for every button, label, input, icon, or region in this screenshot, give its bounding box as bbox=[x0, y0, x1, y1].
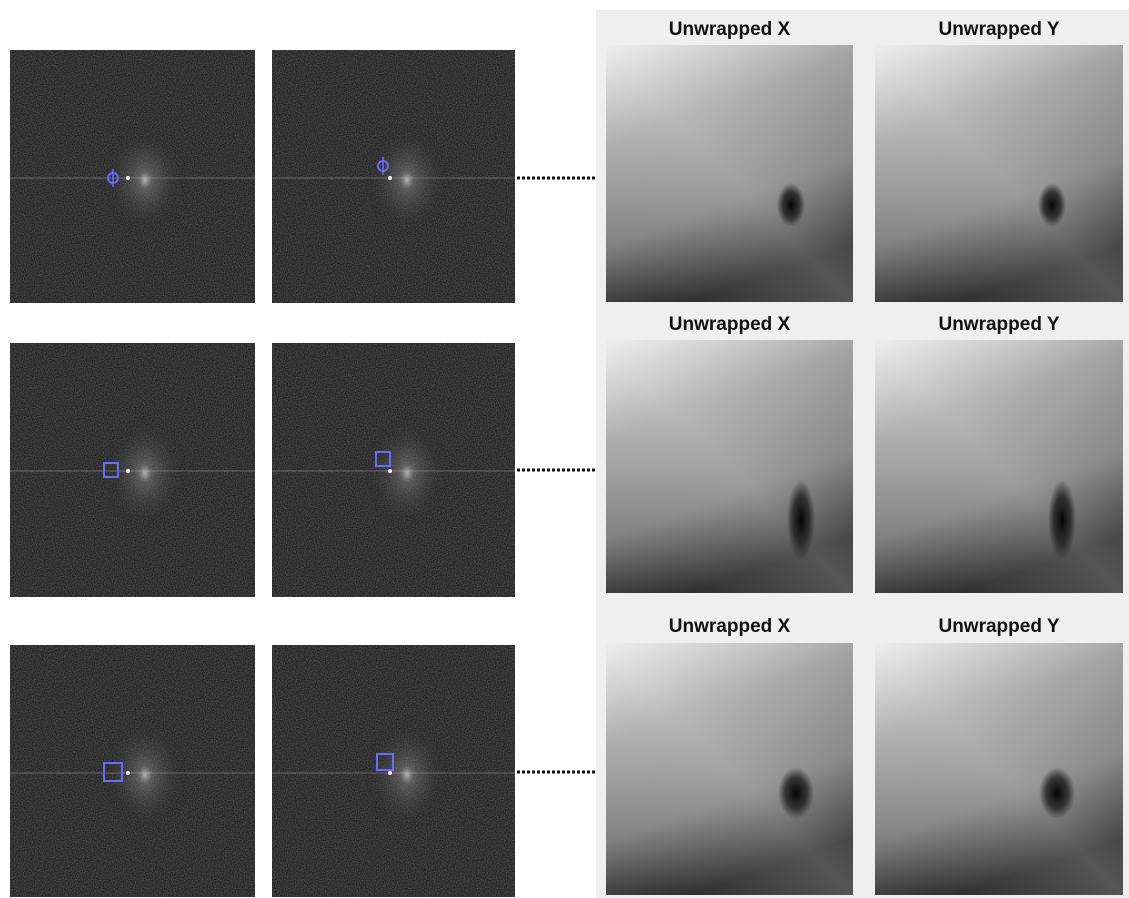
panel-title: Unwrapped Y bbox=[938, 19, 1059, 40]
spectrum bbox=[10, 343, 255, 597]
phase-singularity bbox=[1038, 183, 1066, 227]
panel-title: Unwrapped X bbox=[669, 19, 791, 40]
spectrum-glow bbox=[362, 715, 452, 835]
phase-singularity bbox=[1048, 480, 1076, 560]
spectrum-peak bbox=[126, 469, 130, 473]
spectrum-peak bbox=[388, 771, 392, 775]
spectrum bbox=[272, 50, 515, 303]
phase-singularity bbox=[777, 183, 805, 227]
spectrum-peak bbox=[126, 771, 130, 775]
panel-title: Unwrapped X bbox=[669, 616, 791, 637]
spectrum-peak bbox=[388, 469, 392, 473]
spectrum-glow bbox=[362, 413, 452, 533]
spectrum-peak bbox=[388, 176, 392, 180]
phase-singularity bbox=[1039, 767, 1075, 819]
spectrum bbox=[272, 343, 515, 597]
phase-map-shade bbox=[875, 340, 1123, 593]
panel-title: Unwrapped Y bbox=[938, 314, 1059, 335]
phase-map-shade bbox=[875, 643, 1123, 895]
phase-map bbox=[875, 45, 1123, 302]
spectrum-glow bbox=[362, 120, 452, 240]
spectrum-glow bbox=[100, 715, 190, 835]
panel-title: Unwrapped Y bbox=[938, 616, 1059, 637]
content: Unwrapped X Unwrapped Y Unwrapped X Unwrapp… bbox=[10, 19, 1123, 897]
phase-singularity bbox=[778, 767, 814, 819]
spectrum bbox=[10, 50, 255, 303]
phase-map bbox=[606, 45, 853, 302]
phase-singularity bbox=[787, 480, 815, 560]
phase-map bbox=[875, 643, 1123, 895]
phase-map bbox=[875, 340, 1123, 593]
figure: Unwrapped X Unwrapped Y Unwrapped X Unwrapp… bbox=[0, 0, 1129, 898]
phase-map-shade bbox=[875, 45, 1123, 302]
phase-map-shade bbox=[606, 45, 853, 302]
spectrum bbox=[272, 645, 515, 897]
panel-title: Unwrapped X bbox=[669, 314, 791, 335]
phase-map-shade bbox=[606, 643, 853, 895]
phase-map bbox=[606, 643, 853, 895]
spectrum bbox=[10, 645, 255, 897]
spectrum-glow bbox=[100, 413, 190, 533]
spectrum-peak bbox=[126, 176, 130, 180]
phase-map bbox=[606, 340, 853, 593]
phase-map-shade bbox=[606, 340, 853, 593]
